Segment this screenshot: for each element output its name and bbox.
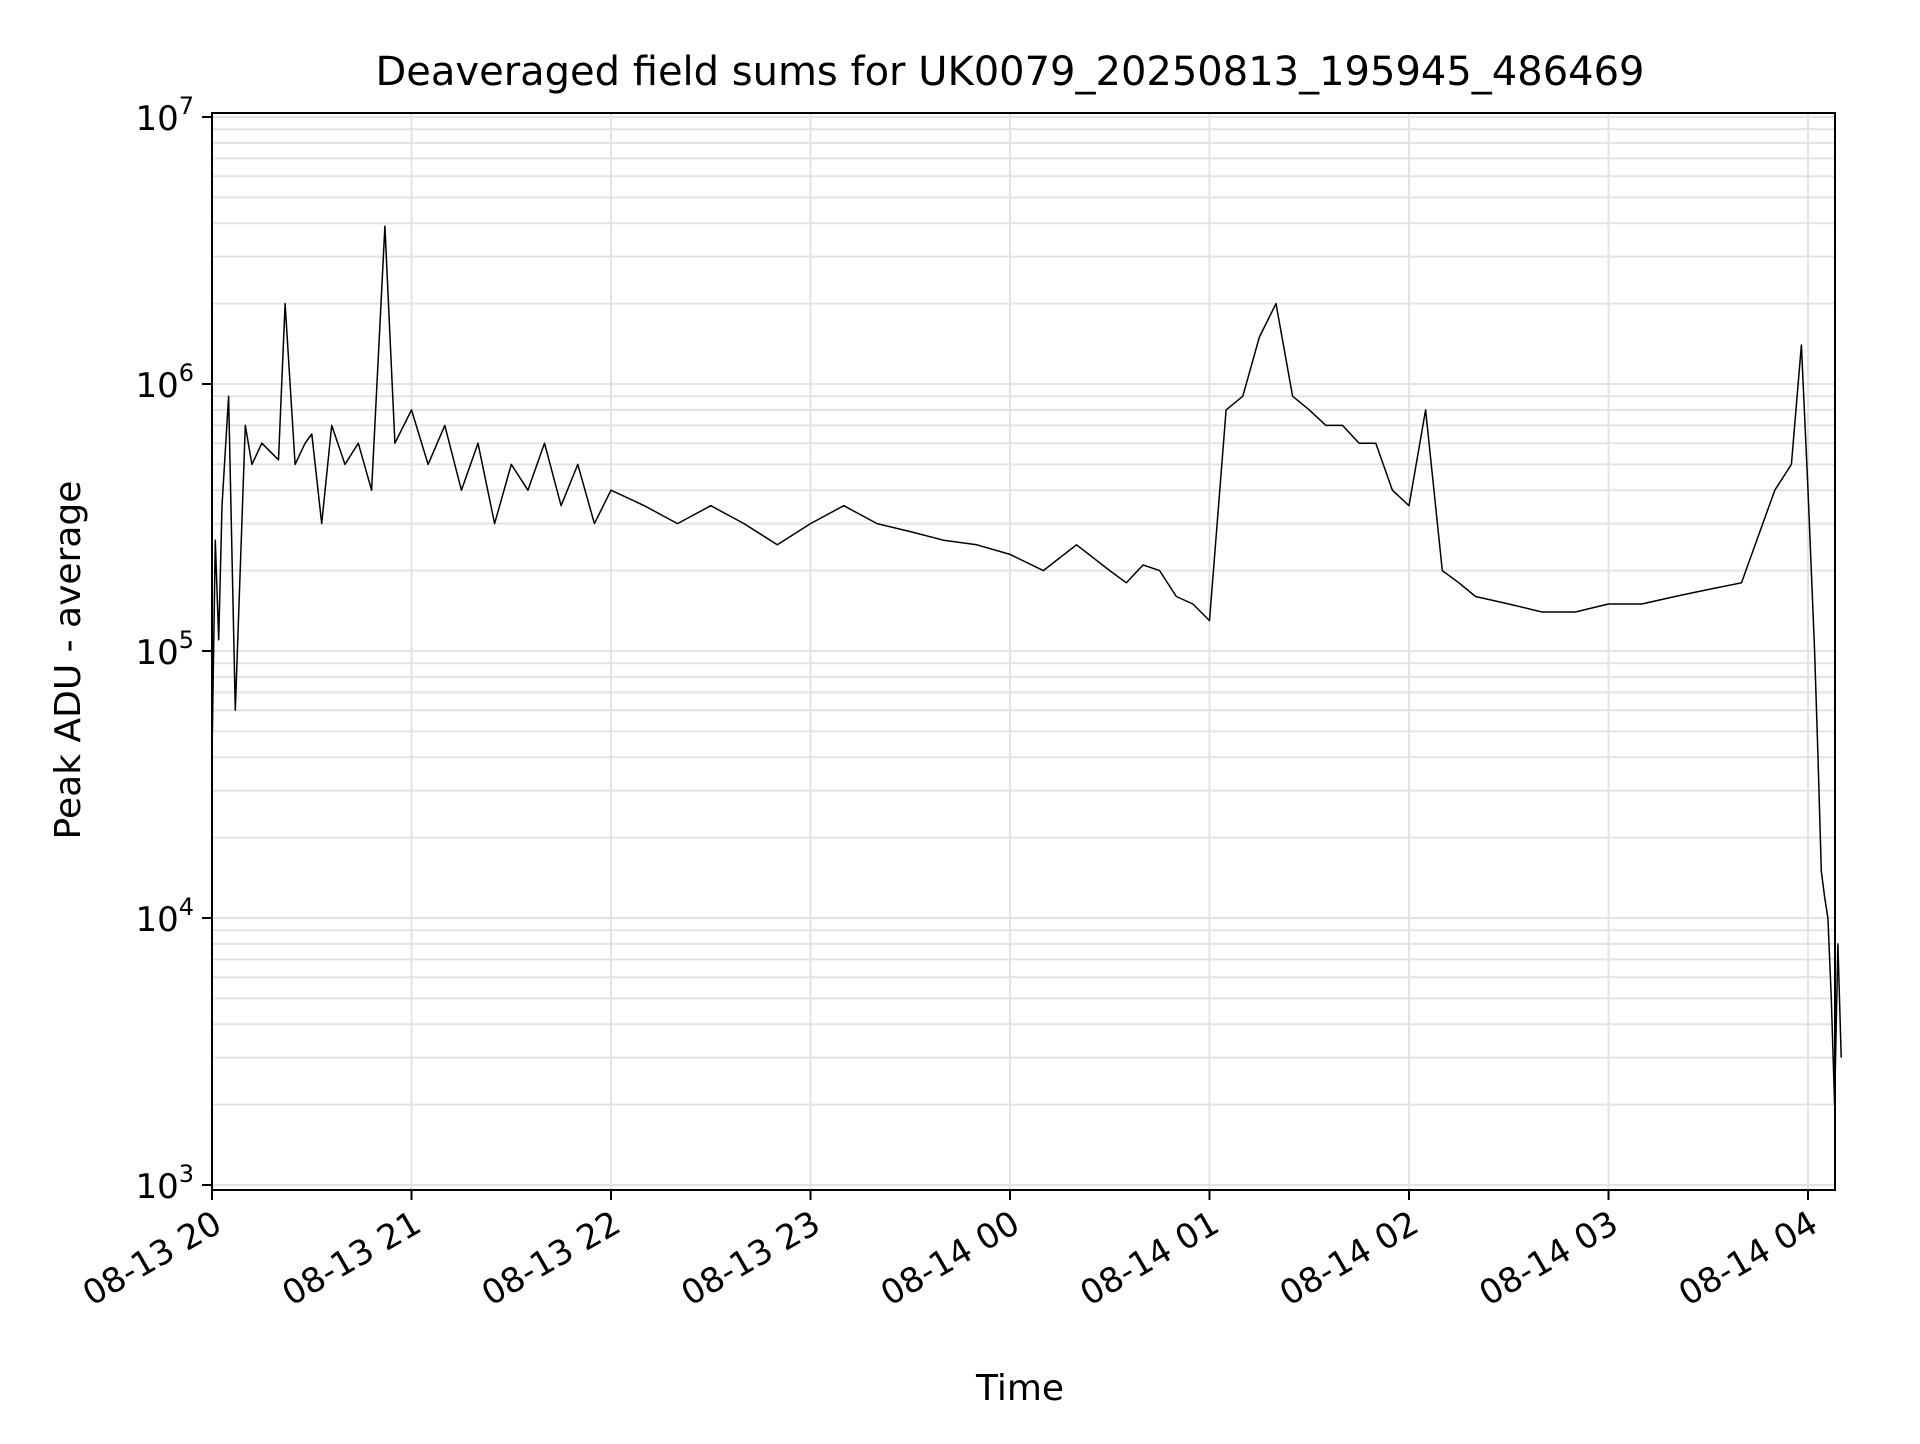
y-tick-label: 103 <box>135 1160 194 1207</box>
x-tick-label: 08-13 22 <box>475 1203 627 1314</box>
line-layer <box>211 225 1842 1106</box>
y-tick-label: 105 <box>135 626 194 673</box>
y-axis-label: Peak ADU - average <box>48 481 89 840</box>
chart-title: Deaveraged field sums for UK0079_2025081… <box>375 49 1644 95</box>
grid-layer <box>211 113 1835 1190</box>
series-line <box>211 225 1842 1106</box>
x-tick-label: 08-14 03 <box>1473 1203 1625 1314</box>
y-axis-ticks: 103 104 105 106 107 <box>135 92 212 1207</box>
x-tick-label: 08-13 23 <box>675 1203 827 1314</box>
x-tick-label: 08-13 20 <box>76 1203 228 1314</box>
x-tick-label: 08-14 02 <box>1273 1203 1425 1314</box>
x-tick-label: 08-14 04 <box>1672 1203 1824 1314</box>
y-tick-label: 104 <box>135 893 194 940</box>
y-tick-label: 107 <box>135 92 194 139</box>
x-tick-label: 08-14 00 <box>874 1203 1026 1314</box>
x-tick-label: 08-13 21 <box>276 1203 428 1314</box>
x-axis-ticks: 08-13 20 08-13 21 08-13 22 08-13 23 08-14 00… <box>76 1190 1825 1314</box>
y-tick-label: 106 <box>135 359 194 406</box>
x-tick-label: 08-14 01 <box>1074 1203 1226 1314</box>
x-axis-label: Time <box>975 1368 1064 1409</box>
